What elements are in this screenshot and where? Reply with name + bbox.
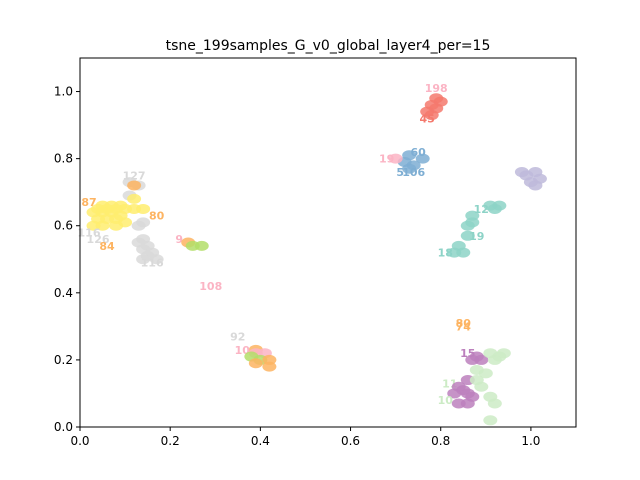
data-point-label: 116 [141, 257, 164, 270]
data-point [487, 203, 502, 214]
data-point-label: 108 [199, 280, 222, 293]
data-point [194, 240, 209, 251]
data-point [460, 230, 475, 241]
data-point [528, 180, 543, 191]
data-point [424, 110, 439, 121]
data-point [136, 203, 151, 214]
x-tick-label: 0.4 [251, 434, 270, 448]
data-point-label: 116 [78, 226, 101, 239]
data-point [474, 381, 489, 392]
data-point [262, 361, 277, 372]
y-tick-label: 0.2 [54, 353, 73, 367]
x-ticks: 0.0 0.2 0.4 0.6 0.8 1.0 [70, 427, 540, 448]
data-point [487, 398, 502, 409]
data-point-label: 10 [438, 394, 454, 407]
data-point-label: 80 [456, 317, 472, 330]
data-point [415, 153, 430, 164]
data-point [447, 388, 462, 399]
x-tick-label: 0.0 [70, 434, 89, 448]
data-point [127, 193, 142, 204]
data-point-label: 18 [438, 247, 453, 260]
y-ticks: 0.0 0.2 0.4 0.6 0.8 1.0 [54, 85, 80, 434]
data-point-label: 45 [420, 112, 435, 125]
data-point [478, 368, 493, 379]
y-tick-label: 0.4 [54, 286, 73, 300]
data-point [402, 163, 417, 174]
data-point [460, 398, 475, 409]
data-point [460, 220, 475, 231]
data-point [474, 354, 489, 365]
data-point [131, 220, 146, 231]
chart-title: tsne_199samples_G_v0_global_layer4_per=1… [166, 38, 491, 54]
y-tick-label: 0.6 [54, 219, 73, 233]
y-tick-label: 0.0 [54, 420, 73, 434]
y-tick-label: 0.8 [54, 152, 73, 166]
data-point-label: 80 [149, 210, 165, 223]
data-point-label: 198 [425, 82, 448, 95]
data-point [109, 220, 124, 231]
data-point-label: 126 [87, 233, 110, 246]
data-point [456, 247, 471, 258]
points-layer: 1984560510619121918127878011612684116910… [78, 82, 547, 426]
data-point [483, 415, 498, 426]
data-point-label: 9 [175, 233, 183, 246]
data-point-label: 5 [396, 166, 404, 179]
y-tick-label: 1.0 [54, 85, 73, 99]
x-tick-label: 0.8 [431, 434, 450, 448]
data-point [487, 354, 502, 365]
data-point [496, 348, 511, 359]
x-tick-label: 1.0 [521, 434, 540, 448]
data-point [248, 358, 263, 369]
data-point-label: 84 [99, 240, 115, 253]
data-point [95, 220, 110, 231]
plot-frame [79, 57, 577, 428]
data-point-label: 92 [230, 330, 245, 343]
data-point-label: 74 [456, 320, 472, 333]
data-point [136, 254, 151, 265]
data-point-label: 19 [469, 230, 484, 243]
data-point [388, 153, 403, 164]
data-point-label: 106 [402, 166, 425, 179]
data-point [149, 254, 164, 265]
x-tick-label: 0.6 [341, 434, 360, 448]
x-tick-label: 0.2 [161, 434, 180, 448]
data-point [127, 180, 142, 191]
